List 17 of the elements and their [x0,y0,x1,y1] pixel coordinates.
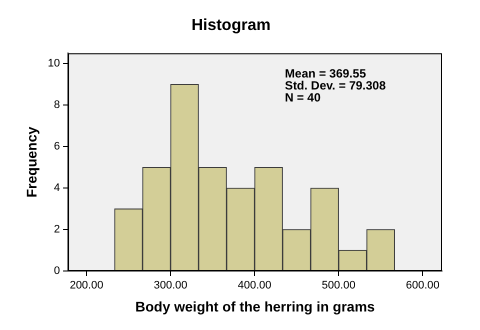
x-axis-title: Body weight of the herring in grams [135,298,376,314]
chart-title: Histogram [191,17,271,34]
x-tick-label: 600.00 [406,280,440,292]
y-tick-label: 2 [54,224,60,236]
y-tick-label: 8 [54,99,60,112]
y-tick-label: 0 [54,265,60,278]
x-tick-label: 300.00 [154,280,188,292]
y-tick-label: 4 [54,182,60,194]
x-tick-label: 400.00 [238,280,272,292]
x-tick-label: 500.00 [322,280,356,292]
annotation: Mean = 369.55 [284,66,366,81]
y-axis-title: Frequency [23,126,40,198]
y-tick-label: 6 [54,140,60,153]
x-tick-label: 200.00 [70,280,104,292]
y-tick-label: 10 [48,58,60,70]
annotation: Std. Dev. = 79.308 [284,78,386,93]
annotation: N = 40 [284,90,321,105]
